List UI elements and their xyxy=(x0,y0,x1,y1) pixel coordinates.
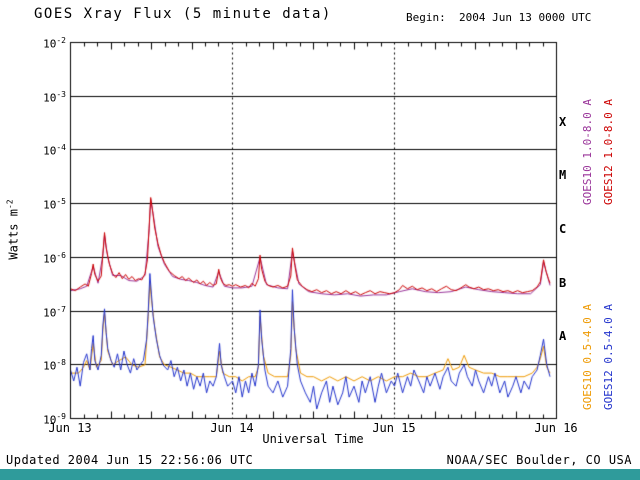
bottom-bar xyxy=(0,469,640,480)
x-tick-label: Jun 13 xyxy=(48,421,92,435)
flare-class-label: M xyxy=(559,168,567,183)
series-label: GOES10 1.0-8.0 A xyxy=(581,99,594,205)
series-label: GOES12 0.5-4.0 A xyxy=(602,304,615,410)
flare-class-label: A xyxy=(559,329,567,344)
y-tick-label: 10-4 xyxy=(43,143,66,159)
y-tick-label: 10-3 xyxy=(43,89,66,105)
series-label: GOES12 1.0-8.0 A xyxy=(602,99,615,205)
x-tick-label: Jun 14 xyxy=(210,421,254,435)
flare-class-label: C xyxy=(559,222,567,236)
y-tick-label: 10-9 xyxy=(43,412,66,427)
x-tick-label: Jun 16 xyxy=(534,421,578,435)
y-tick-label: 10-5 xyxy=(43,197,66,212)
series-label: GOES10 0.5-4.0 A xyxy=(581,304,594,410)
y-axis-label-text: Watts m xyxy=(6,209,21,260)
x-axis-label: Universal Time xyxy=(262,432,364,446)
x-tick-label: Jun 15 xyxy=(372,421,416,435)
flare-class-label: X xyxy=(559,114,567,129)
y-axis-label: Watts m-2 xyxy=(6,175,21,285)
flare-class-label: B xyxy=(559,275,567,290)
updated-timestamp: Updated 2004 Jun 15 22:56:06 UTC xyxy=(6,453,254,467)
y-axis-label-exponent: -2 xyxy=(5,199,15,210)
y-tick-label: 10-6 xyxy=(43,250,66,266)
begin-timestamp: Begin: 2004 Jun 13 0000 UTC xyxy=(406,11,592,24)
y-tick-label: 10-8 xyxy=(43,358,66,373)
y-tick-label: 10-2 xyxy=(43,36,66,51)
chart-title: GOES Xray Flux (5 minute data) xyxy=(34,6,332,22)
source-credit: NOAA/SEC Boulder, CO USA xyxy=(446,453,632,467)
y-tick-label: 10-7 xyxy=(43,304,66,320)
